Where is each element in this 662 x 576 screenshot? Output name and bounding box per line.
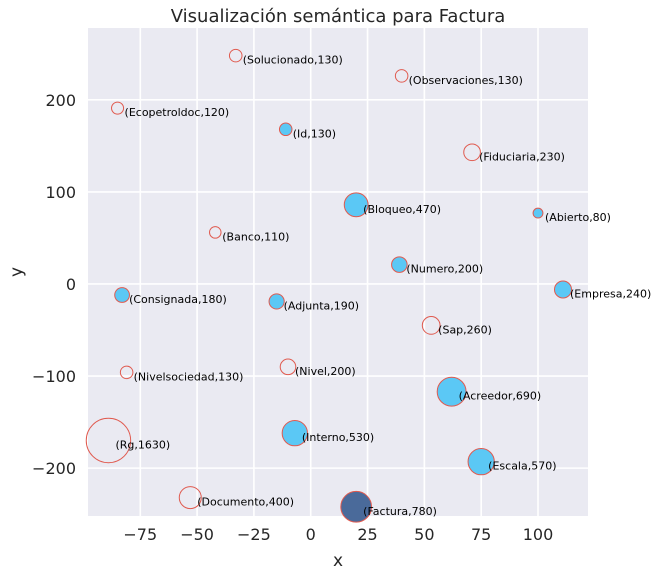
data-point (394, 69, 409, 83)
y-axis-ticks: −200 −100 0 100 200 (32, 91, 76, 478)
data-point-label: (Numero,200) (406, 263, 483, 276)
x-tick-label: 100 (523, 525, 554, 544)
data-points (85, 48, 573, 523)
y-tick-label: −200 (32, 459, 76, 478)
data-point (279, 358, 297, 376)
data-point (178, 486, 202, 510)
data-point (228, 48, 243, 63)
data-point-label: (Solucionado,130) (243, 54, 343, 67)
data-point (281, 419, 308, 447)
data-point (436, 376, 467, 407)
data-point-label: (Acreedor,690) (459, 390, 542, 403)
y-tick-label: −100 (32, 367, 76, 386)
data-point (268, 293, 285, 310)
data-point-label: (Nivelsociedad,130) (134, 370, 244, 383)
data-point (119, 365, 134, 380)
data-point-label: (Id,130) (293, 127, 336, 140)
data-point-label: (Sap,260) (438, 323, 492, 336)
x-tick-label: 75 (471, 525, 491, 544)
y-tick-label: 100 (45, 183, 76, 202)
data-point-label: (Observaciones,130) (409, 74, 523, 87)
data-point-label: (Factura,780) (363, 505, 437, 518)
x-tick-label: −50 (180, 525, 214, 544)
data-point (111, 101, 125, 115)
x-tick-label: −75 (123, 525, 157, 544)
data-point (463, 143, 481, 162)
data-point (209, 226, 222, 239)
data-point-label: (Empresa,240) (570, 287, 651, 300)
x-axis-ticks: −75 −50 −25 0 25 50 75 100 (123, 525, 553, 544)
data-point-label: (Abierto,80) (545, 211, 611, 224)
x-tick-label: 50 (414, 525, 434, 544)
point-labels: (Solucionado,130) (Observaciones,130) (Eco… (115, 54, 651, 518)
data-point-label: (Interno,530) (302, 431, 374, 444)
data-point (532, 207, 544, 219)
data-point-label: (Rg,1630) (115, 438, 170, 451)
grid (88, 28, 588, 516)
data-point-label: (Documento,400) (197, 496, 294, 509)
data-point (340, 490, 373, 523)
y-tick-label: 200 (45, 91, 76, 110)
y-tick-label: 0 (66, 275, 76, 294)
data-point-label: (Escala,570) (488, 460, 556, 473)
data-point (278, 122, 293, 137)
x-tick-label: 25 (357, 525, 377, 544)
data-point (391, 256, 408, 273)
chart-title: Visualización semántica para Factura (171, 6, 506, 27)
data-point-label: (Ecopetroldoc,120) (125, 106, 230, 119)
data-point-label: (Bloqueo,470) (363, 203, 441, 216)
y-axis-label: y (7, 267, 27, 277)
data-point-label: (Fiduciaria,230) (479, 150, 565, 163)
data-point (467, 448, 495, 476)
data-point (421, 316, 441, 335)
plot-area (88, 28, 588, 516)
x-tick-label: 0 (306, 525, 316, 544)
data-point (553, 280, 573, 299)
x-axis-label: x (333, 551, 343, 571)
x-tick-label: −25 (237, 525, 271, 544)
data-point-label: (Adjunta,190) (284, 299, 359, 312)
data-point-label: (Consignada,180) (129, 293, 227, 306)
data-point (343, 192, 369, 218)
data-point (85, 417, 132, 464)
data-point (114, 287, 130, 303)
data-point-label: (Nivel,200) (295, 365, 356, 378)
data-point-label: (Banco,110) (222, 230, 289, 243)
